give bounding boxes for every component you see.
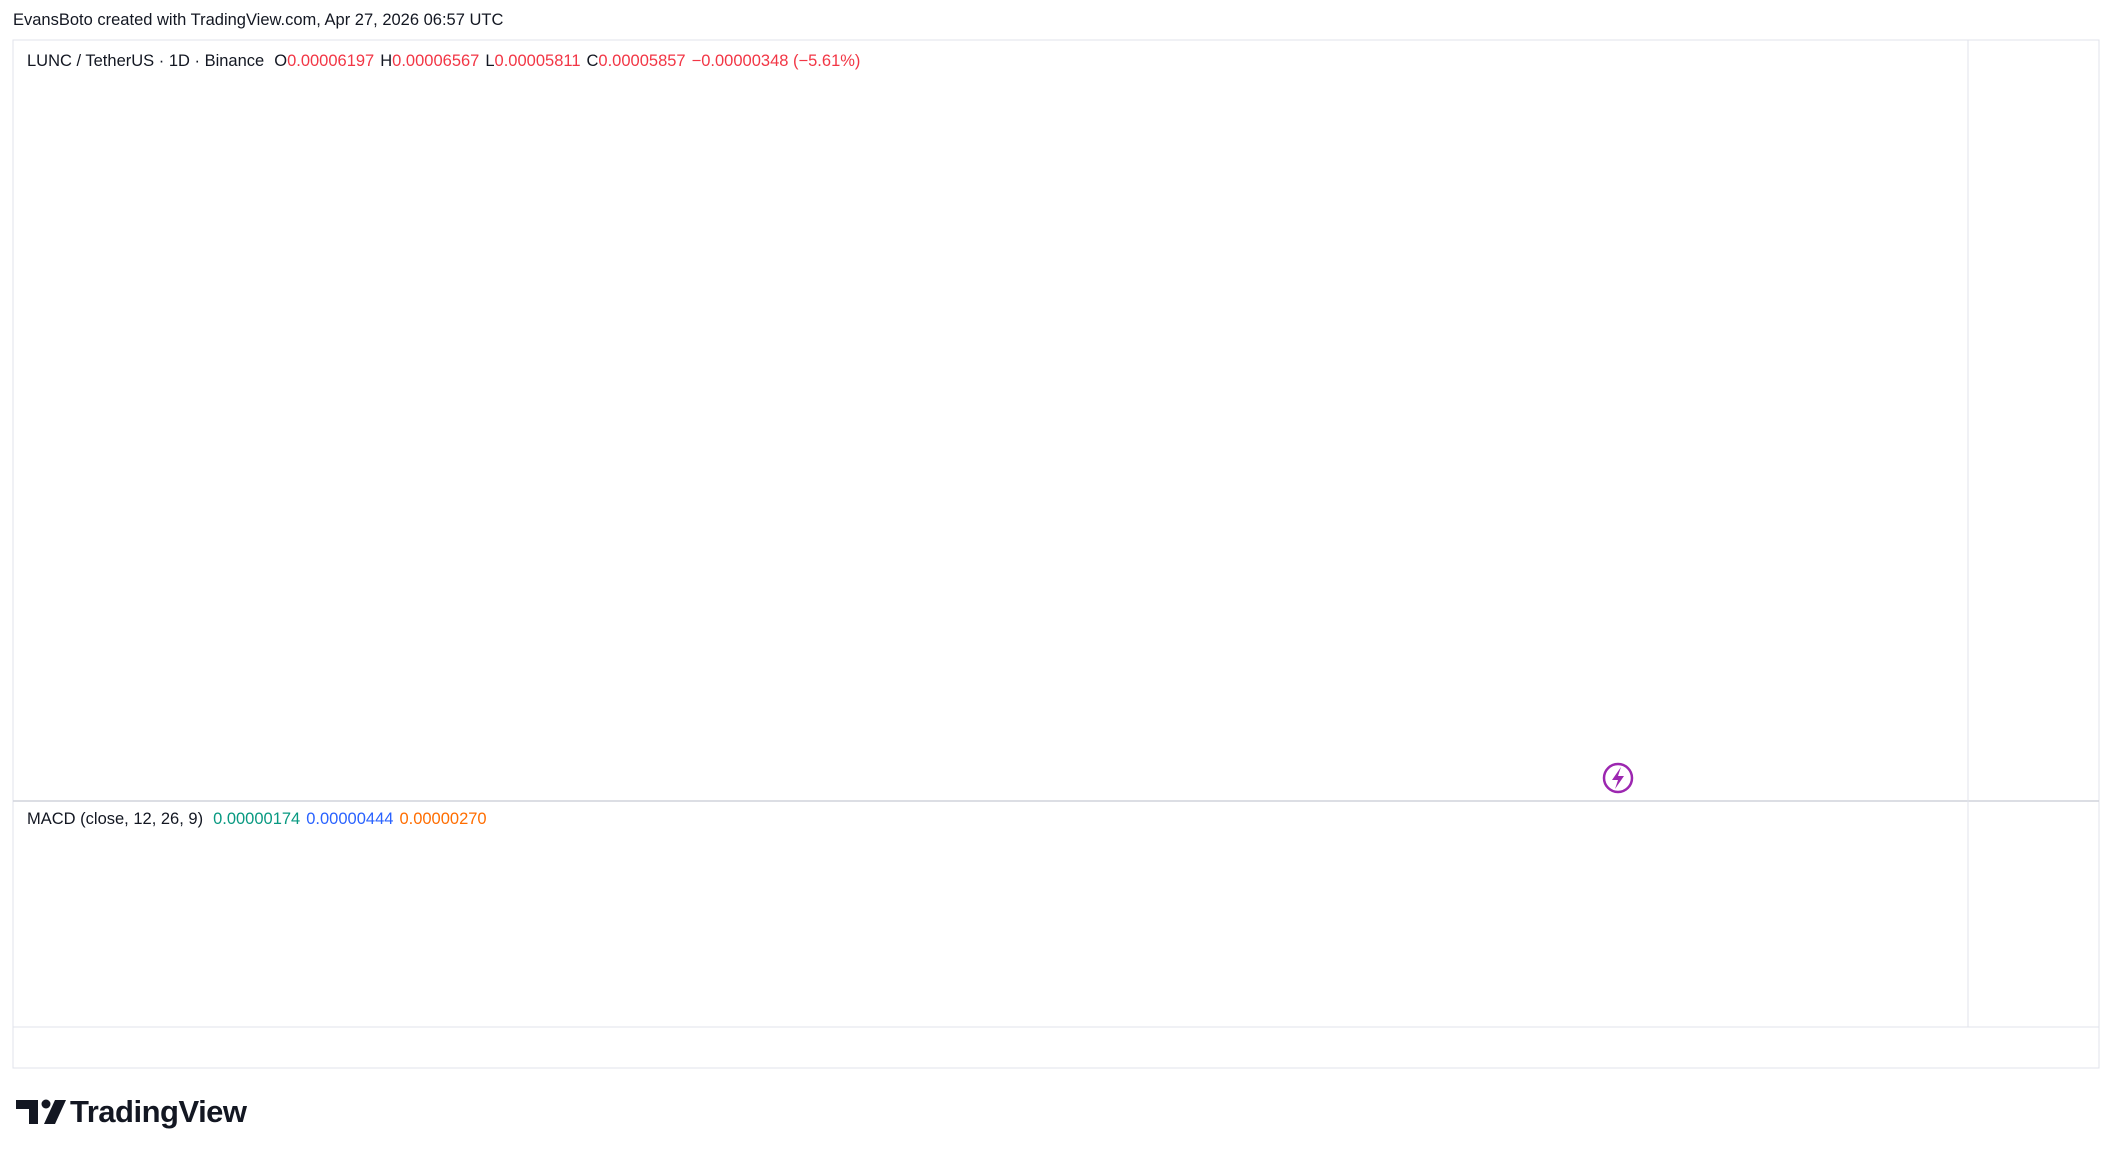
alert-icon-bolt[interactable]	[1612, 767, 1624, 789]
logo-mark	[41, 1099, 51, 1109]
chart-frame	[12, 39, 2100, 1069]
legend-label: C	[586, 52, 599, 70]
legend-value: 0.00005857	[598, 52, 686, 70]
alert-icon[interactable]	[1602, 762, 1634, 794]
symbol[interactable]: LUNC / TetherUS · 1D · Binance	[27, 52, 265, 70]
legend-value: 0.00000270	[399, 810, 487, 828]
legend-value: 0.00005811	[494, 52, 581, 70]
legend-value: 0.00006197	[287, 52, 375, 70]
legend-change: −0.00000348 (−5.61%)	[691, 52, 861, 70]
price-legend: LUNC / TetherUS · 1D · Binance O0.000061…	[27, 52, 860, 71]
header-text: EvansBoto created with TradingView.com, …	[13, 11, 504, 29]
logo-mark	[44, 1100, 66, 1124]
legend-value: 0.00000174	[213, 810, 301, 828]
logo-mark	[16, 1100, 38, 1124]
legend-label: L	[485, 52, 495, 70]
tradingview-logo	[16, 1099, 66, 1124]
macd-title[interactable]: MACD (close, 12, 26, 9)	[27, 810, 204, 828]
legend-label: O	[274, 52, 288, 70]
legend-value: 0.00000444	[306, 810, 394, 828]
legend-label: H0.00006567	[380, 52, 479, 71]
macd-legend: MACD (close, 12, 26, 9) 0.00000174 0.000…	[27, 810, 487, 829]
legend-label: H	[380, 52, 393, 70]
legend-label: C0.00005857	[587, 52, 686, 71]
legend-value: 0.00006567	[392, 52, 480, 70]
legend-label: L0.00005811	[485, 52, 580, 71]
logo-text: TradingView	[70, 1094, 247, 1129]
legend-label: O0.00006197	[274, 52, 374, 71]
